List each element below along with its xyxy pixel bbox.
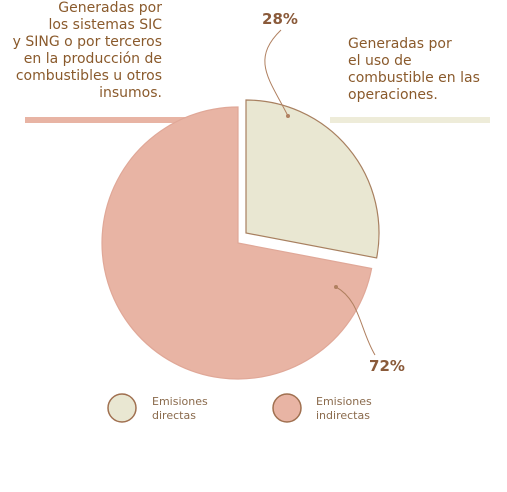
band-right [330,117,490,123]
annotation-line: los sistemas SIC [48,17,162,33]
leader [335,286,376,356]
legend-label: Emisiones directas [152,395,208,422]
legend-label: Emisiones indirectas [316,395,372,422]
annotation-line: Generadas por [348,36,452,52]
annotation-line: combustibles u otros [15,68,162,84]
annotation-line: y SING o por terceros [12,34,162,50]
value-label: 72% [369,357,405,375]
annotation-line: Generadas por [58,0,162,16]
annotation-line: operaciones. [348,87,438,103]
leader [264,29,289,117]
legend-swatch [107,393,137,423]
annotation: Generadas por los sistemas SIC y SING o po… [13,0,162,102]
annotation: Generadas por el uso de combustible en las… [348,36,480,104]
legend-swatch [272,393,302,423]
pie-slice [245,99,380,259]
annotation-line: combustible en las [348,70,480,86]
leader-dot [334,285,338,289]
band-left [25,117,238,123]
annotation-line: insumos. [99,85,162,101]
annotation-line: el uso de [348,53,412,69]
annotation-line: en la producción de [23,51,162,67]
value-label: 28% [262,10,298,28]
pie-slice [101,106,373,380]
leader-dot [286,114,290,118]
